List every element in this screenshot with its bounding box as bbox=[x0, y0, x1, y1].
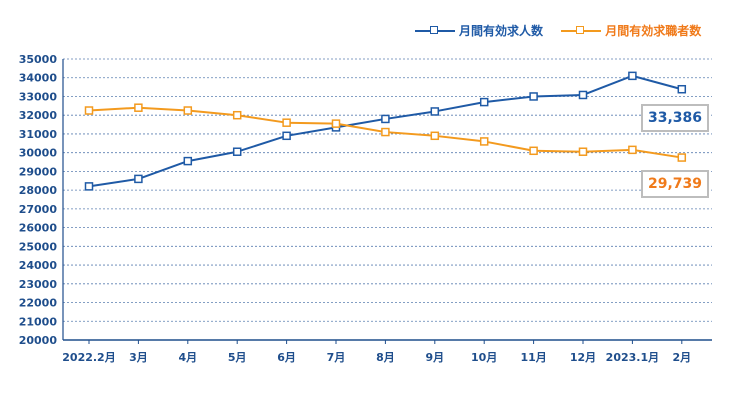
data-point-series-1 bbox=[134, 174, 143, 184]
data-point-series-1 bbox=[430, 107, 440, 116]
callout-latest-job-openings: 33,386 bbox=[641, 104, 709, 132]
x-tick-label: 11月 bbox=[520, 351, 546, 364]
x-tick-label: 7月 bbox=[327, 351, 346, 364]
data-point-series-2 bbox=[183, 106, 193, 115]
data-point-series-1 bbox=[628, 71, 637, 81]
chart-legend: 月間有効求人数 月間有効求職者数 bbox=[401, 22, 701, 40]
y-tick-label: 25000 bbox=[19, 240, 58, 253]
data-point-series-2 bbox=[578, 147, 588, 156]
legend-item-job-openings: 月間有効求人数 bbox=[415, 22, 543, 39]
data-point-series-2 bbox=[282, 118, 291, 127]
data-point-series-1 bbox=[529, 92, 538, 101]
data-point-series-1 bbox=[578, 90, 588, 100]
legend-swatch-job-seekers bbox=[561, 25, 602, 37]
data-point-series-1 bbox=[183, 156, 193, 166]
y-tick-label: 24000 bbox=[19, 259, 58, 272]
x-tick-label: 8月 bbox=[376, 351, 395, 364]
data-point-series-2 bbox=[677, 153, 687, 162]
data-point-series-2 bbox=[479, 137, 489, 146]
data-point-series-1 bbox=[232, 147, 242, 156]
data-point-series-2 bbox=[84, 106, 94, 115]
x-tick-label: 4月 bbox=[178, 351, 197, 364]
y-tick-label: 31000 bbox=[19, 128, 58, 141]
legend-label-job-seekers: 月間有効求職者数 bbox=[605, 24, 702, 38]
y-tick-label: 27000 bbox=[19, 203, 58, 216]
legend-label-job-openings: 月間有効求人数 bbox=[459, 24, 544, 38]
y-tick-label: 32000 bbox=[19, 109, 58, 122]
legend-swatch-job-openings bbox=[415, 25, 455, 37]
data-point-series-2 bbox=[529, 146, 538, 156]
x-tick-label: 9月 bbox=[425, 351, 444, 364]
data-point-series-2 bbox=[628, 145, 637, 155]
data-point-series-2 bbox=[331, 119, 341, 128]
x-tick-label: 6月 bbox=[277, 351, 296, 364]
x-tick-label: 10月 bbox=[471, 351, 497, 364]
data-point-series-2 bbox=[430, 131, 440, 141]
y-tick-label: 34000 bbox=[19, 72, 58, 85]
x-tick-label: 2月 bbox=[672, 351, 691, 364]
y-tick-label: 20000 bbox=[19, 334, 58, 347]
y-tick-label: 29000 bbox=[19, 165, 58, 178]
data-point-series-2 bbox=[232, 110, 242, 120]
data-point-series-1 bbox=[282, 131, 291, 141]
callout-latest-job-seekers: 29,739 bbox=[641, 170, 709, 198]
y-tick-label: 35000 bbox=[19, 53, 58, 66]
y-tick-label: 23000 bbox=[19, 278, 58, 291]
y-tick-label: 26000 bbox=[19, 222, 58, 235]
data-point-series-1 bbox=[84, 182, 94, 191]
y-tick-label: 30000 bbox=[19, 147, 58, 160]
x-tick-label: 12月 bbox=[570, 351, 596, 364]
data-point-series-2 bbox=[134, 103, 143, 112]
y-tick-label: 21000 bbox=[19, 315, 58, 328]
legend-item-job-seekers: 月間有効求職者数 bbox=[561, 22, 701, 39]
y-tick-label: 22000 bbox=[19, 297, 58, 310]
data-point-series-1 bbox=[479, 97, 489, 107]
data-point-series-2 bbox=[381, 127, 390, 137]
data-point-series-1 bbox=[381, 114, 390, 124]
data-point-series-1 bbox=[677, 84, 687, 94]
y-tick-label: 33000 bbox=[19, 90, 58, 103]
x-tick-label: 2022.2月 bbox=[62, 351, 115, 364]
x-tick-label: 2023.1月 bbox=[606, 351, 659, 364]
x-tick-label: 5月 bbox=[228, 351, 247, 364]
x-tick-label: 3月 bbox=[129, 351, 148, 364]
y-tick-label: 28000 bbox=[19, 184, 58, 197]
